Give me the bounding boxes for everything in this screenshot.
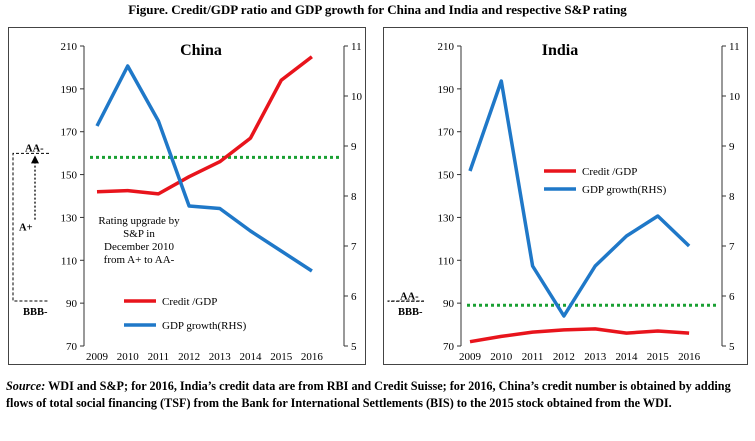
left-axis-tick-label: 210 <box>438 41 455 53</box>
right-axis-tick-label: 9 <box>729 141 735 153</box>
legend-label-gdp: GDP growth(RHS) <box>162 320 247 332</box>
upgrade-annotation-line: S&P in <box>123 228 155 240</box>
figure-title: Figure. Credit/GDP ratio and GDP growth … <box>128 2 627 17</box>
x-axis-tick-label: 2011 <box>148 351 170 363</box>
x-axis-tick-label: 2013 <box>584 351 607 363</box>
chart-title: China <box>180 42 222 59</box>
credit-gdp-series-line <box>96 55 313 196</box>
chart-title: India <box>542 42 578 59</box>
legend-label-credit: Credit /GDP <box>582 166 637 178</box>
rating-label-upper: AA- <box>400 291 419 302</box>
rating-label-middle: A+ <box>19 222 33 233</box>
left-axis-tick-label: 210 <box>61 41 78 53</box>
right-axis-tick-label: 8 <box>729 191 735 203</box>
right-axis-tick-label: 9 <box>351 141 357 153</box>
source-label: Source: <box>6 379 46 393</box>
x-axis-tick-label: 2011 <box>522 351 544 363</box>
left-axis-tick-label: 70 <box>443 341 455 353</box>
x-axis-tick-label: 2015 <box>270 351 293 363</box>
india-chart: 70 90 110 130 150 170 190 210 5 6 7 8 9 10 11 2009 2010 2… <box>387 41 741 363</box>
right-axis-tick-label: 10 <box>729 91 741 103</box>
x-axis-tick-label: 2014 <box>240 351 263 363</box>
source-note: Source: WDI and S&P; for 2016, India’s c… <box>6 378 750 412</box>
source-text: WDI and S&P; for 2016, India’s credit da… <box>6 379 731 410</box>
left-axis-tick-label: 70 <box>66 341 78 353</box>
left-axis-tick-label: 150 <box>61 170 78 182</box>
china-chart-panel: 70 90 110 130 150 170 190 210 5 6 7 8 9 10 11 2009 2010 2… <box>8 27 366 365</box>
x-axis-tick-label: 2016 <box>678 351 701 363</box>
rating-label-lower: BBB- <box>398 307 423 318</box>
left-axis-tick-label: 190 <box>438 84 455 96</box>
x-axis-tick-label: 2010 <box>490 351 513 363</box>
x-axis-tick-label: 2014 <box>616 351 639 363</box>
legend-label-credit: Credit /GDP <box>162 296 217 308</box>
upgrade-arrow-head <box>31 155 39 164</box>
right-axis-tick-label: 5 <box>351 341 357 353</box>
right-axis-tick-label: 7 <box>729 241 735 253</box>
x-axis-tick-label: 2012 <box>178 351 200 363</box>
right-axis-tick-label: 8 <box>351 191 357 203</box>
x-axis-tick-label: 2009 <box>86 351 109 363</box>
x-axis-tick-label: 2016 <box>301 351 324 363</box>
left-axis-tick-label: 90 <box>66 298 78 310</box>
right-axis-tick-label: 6 <box>351 291 357 303</box>
x-axis-tick-label: 2015 <box>647 351 670 363</box>
left-axis-tick-label: 130 <box>61 212 78 224</box>
rating-label-upper: AA- <box>25 143 44 154</box>
right-axis-tick-label: 10 <box>351 91 363 103</box>
left-axis-tick-label: 170 <box>438 127 455 139</box>
left-axis-tick-label: 130 <box>438 212 455 224</box>
right-axis-tick-label: 11 <box>729 41 740 53</box>
right-axis-tick-label: 5 <box>729 341 735 353</box>
upgrade-annotation-line: December 2010 <box>104 241 174 253</box>
gdp-growth-series-line <box>468 79 691 318</box>
left-axis-tick-label: 110 <box>61 255 78 267</box>
rating-bracket <box>12 152 49 302</box>
upgrade-annotation-line: from A+ to AA- <box>104 254 175 266</box>
right-axis-tick-label: 11 <box>351 41 362 53</box>
right-axis-tick-label: 7 <box>351 241 357 253</box>
left-axis-tick-label: 150 <box>438 170 455 182</box>
upgrade-annotation-line: Rating upgrade by <box>98 215 180 227</box>
left-axis-tick-label: 90 <box>443 298 455 310</box>
left-axis-tick-label: 110 <box>438 255 455 267</box>
gdp-growth-series-line <box>95 64 313 273</box>
credit-gdp-series-line <box>469 327 690 344</box>
x-axis-tick-label: 2009 <box>459 351 482 363</box>
x-axis-tick-label: 2010 <box>117 351 140 363</box>
left-axis-tick-label: 190 <box>61 84 78 96</box>
china-chart: 70 90 110 130 150 170 190 210 5 6 7 8 9 10 11 2009 2010 2… <box>12 41 363 363</box>
legend-label-gdp: GDP growth(RHS) <box>582 184 667 196</box>
x-axis-tick-label: 2013 <box>209 351 232 363</box>
x-axis-tick-label: 2012 <box>553 351 575 363</box>
left-axis-tick-label: 170 <box>61 127 78 139</box>
india-chart-panel: 70 90 110 130 150 170 190 210 5 6 7 8 9 10 11 2009 2010 2… <box>383 27 748 365</box>
rating-label-lower: BBB- <box>23 307 48 318</box>
right-axis-tick-label: 6 <box>729 291 735 303</box>
